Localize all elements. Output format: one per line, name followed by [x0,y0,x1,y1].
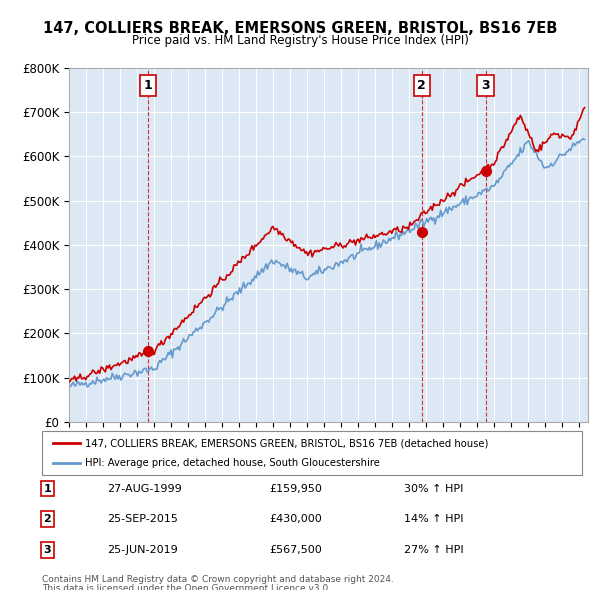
Text: HPI: Average price, detached house, South Gloucestershire: HPI: Average price, detached house, Sout… [85,458,380,467]
Text: 27% ↑ HPI: 27% ↑ HPI [404,545,463,555]
Text: 2: 2 [44,514,51,524]
Text: 147, COLLIERS BREAK, EMERSONS GREEN, BRISTOL, BS16 7EB: 147, COLLIERS BREAK, EMERSONS GREEN, BRI… [43,21,557,35]
Text: Contains HM Land Registry data © Crown copyright and database right 2024.: Contains HM Land Registry data © Crown c… [42,575,394,584]
Text: £567,500: £567,500 [269,545,322,555]
Text: 25-SEP-2015: 25-SEP-2015 [107,514,178,524]
Text: Price paid vs. HM Land Registry's House Price Index (HPI): Price paid vs. HM Land Registry's House … [131,34,469,47]
Text: 25-JUN-2019: 25-JUN-2019 [107,545,178,555]
Text: £430,000: £430,000 [269,514,322,524]
Text: £159,950: £159,950 [269,484,322,494]
Text: 147, COLLIERS BREAK, EMERSONS GREEN, BRISTOL, BS16 7EB (detached house): 147, COLLIERS BREAK, EMERSONS GREEN, BRI… [85,438,488,448]
Text: 30% ↑ HPI: 30% ↑ HPI [404,484,463,494]
Text: 14% ↑ HPI: 14% ↑ HPI [404,514,463,524]
Text: 3: 3 [44,545,51,555]
Text: 1: 1 [144,79,152,92]
Text: 3: 3 [481,79,490,92]
Text: This data is licensed under the Open Government Licence v3.0.: This data is licensed under the Open Gov… [42,584,331,590]
FancyBboxPatch shape [42,431,582,475]
Text: 27-AUG-1999: 27-AUG-1999 [107,484,182,494]
Text: 1: 1 [44,484,51,494]
Text: 2: 2 [418,79,426,92]
